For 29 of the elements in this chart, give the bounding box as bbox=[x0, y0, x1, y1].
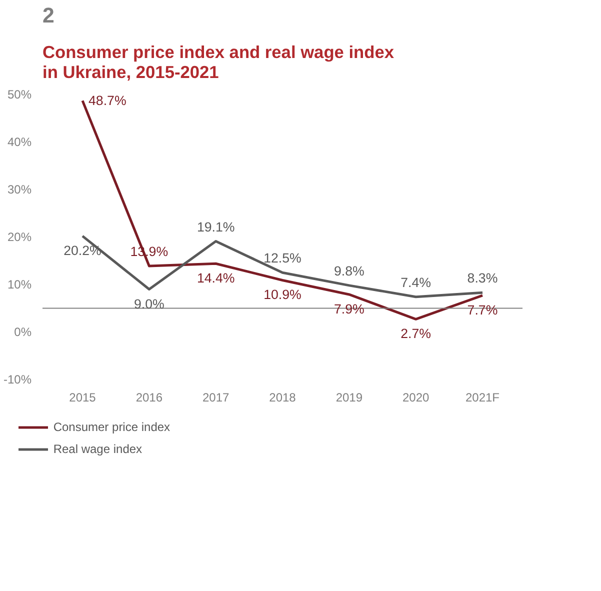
y-tick-label: 20% bbox=[7, 230, 32, 244]
chart-title: Consumer price index and real wage index in Ukraine, 2015-2021 bbox=[42, 42, 394, 82]
data-label: 12.5% bbox=[264, 250, 302, 266]
legend-label: Real wage index bbox=[53, 442, 142, 456]
y-tick-label: 30% bbox=[7, 182, 32, 196]
x-tick-label: 2017 bbox=[202, 390, 230, 404]
data-label: 9.8% bbox=[334, 263, 365, 278]
data-label: 10.9% bbox=[264, 287, 302, 302]
text: 2 bbox=[42, 4, 54, 28]
data-label: 9.0% bbox=[134, 296, 165, 312]
data-label: 14.4% bbox=[196, 270, 235, 286]
y-tick-label: 10% bbox=[7, 278, 32, 292]
x-tick-label: 2019 bbox=[336, 390, 363, 404]
x-tick-label: 2018 bbox=[269, 390, 296, 404]
data-label: 19.1% bbox=[196, 219, 235, 234]
data-label: 48.7% bbox=[88, 93, 126, 108]
x-tick-label: 2020 bbox=[402, 390, 430, 404]
x-tick-label: 2016 bbox=[136, 390, 163, 404]
x-tick-label: 2015 bbox=[69, 390, 96, 404]
y-tick-label: 0% bbox=[14, 325, 32, 339]
y-tick-label: 40% bbox=[7, 135, 32, 149]
legend-label: Consumer price index bbox=[53, 420, 170, 434]
data-label: 7.4% bbox=[400, 274, 432, 290]
data-label: 8.3% bbox=[467, 270, 498, 286]
y-tick-label: -10% bbox=[3, 372, 32, 386]
y-tick-label: 50% bbox=[7, 88, 32, 102]
data-label: 2.7% bbox=[400, 326, 432, 342]
data-label: 20.2% bbox=[64, 243, 102, 258]
x-tick-label: 2021F bbox=[465, 390, 500, 404]
